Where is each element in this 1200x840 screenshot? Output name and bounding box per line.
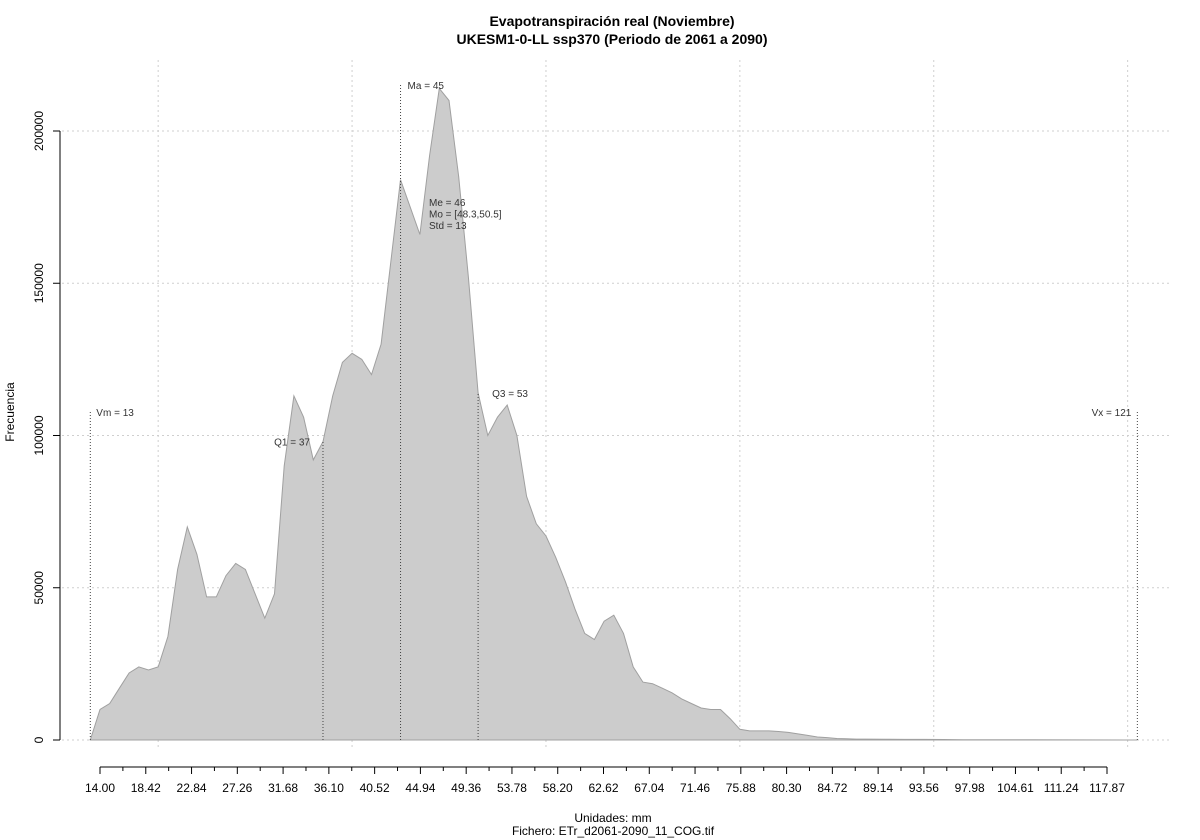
x-tick-label: 18.42 [131,781,161,795]
x-tick-label: 111.24 [1044,781,1079,795]
x-tick-label: 84.72 [817,781,847,795]
stat-label: Vm = 13 [96,408,134,419]
x-tick-label: 67.04 [634,781,664,795]
stat-annotation-line: Std = 13 [429,221,467,232]
y-axis-label: Frecuencia [3,382,17,442]
y-tick-label: 0 [32,736,46,743]
x-tick-label: 31.68 [268,781,298,795]
x-tick-label: 53.78 [497,781,527,795]
grid-lines [62,60,1170,750]
x-tick-label: 58.20 [543,781,573,795]
x-tick-label: 22.84 [177,781,207,795]
x-tick-label: 93.56 [909,781,939,795]
stat-label: Q3 = 53 [492,389,528,400]
x-tick-label: 97.98 [955,781,985,795]
x-tick-label: 89.14 [863,781,893,795]
x-tick-label: 14.00 [85,781,115,795]
stat-label: Ma = 45 [408,81,445,92]
x-tick-label: 80.30 [772,781,802,795]
y-axis: 0 50000 100000 150000 200000 [32,111,61,743]
x-tick-label: 36.10 [314,781,344,795]
stat-annotation-line: Mo = [48.3,50.5] [429,210,502,221]
chart-subtitle: UKESM1-0-LL ssp370 (Periodo de 2061 a 20… [457,31,768,47]
x-tick-label: 49.36 [451,781,481,795]
x-tick-label: 71.46 [680,781,710,795]
y-tick-label: 200000 [32,111,46,151]
statistic-lines: Vm = 13 Q1 = 37 Ma = 45 Q3 = 53 Vx = 121 [89,81,1138,740]
x-tick-label: 75.88 [726,781,756,795]
y-tick-label: 50000 [32,571,46,605]
x-tick-label: 104.61 [997,781,1034,795]
x-tick-label: 27.26 [222,781,252,795]
file-caption: Fichero: ETr_d2061-2090_11_COG.tif [512,824,715,838]
x-tick-label: 40.52 [360,781,390,795]
y-tick-label: 100000 [32,415,46,455]
stat-label: Vx = 121 [1092,408,1132,419]
x-tick-label: 117.87 [1089,781,1125,795]
chart-title: Evapotranspiración real (Noviembre) [489,13,734,29]
x-axis-label: Unidades: mm [574,811,651,825]
stat-label: Q1 = 37 [274,438,310,449]
stat-annotation-line: Me = 46 [429,198,466,209]
x-axis: 14.00 18.42 22.84 27.26 31.68 36.10 40.52 44.94… [85,766,1125,795]
y-tick-label: 150000 [32,263,46,303]
x-tick-label: 44.94 [405,781,435,795]
x-tick-label: 62.62 [588,781,618,795]
frequency-area [89,87,1138,741]
